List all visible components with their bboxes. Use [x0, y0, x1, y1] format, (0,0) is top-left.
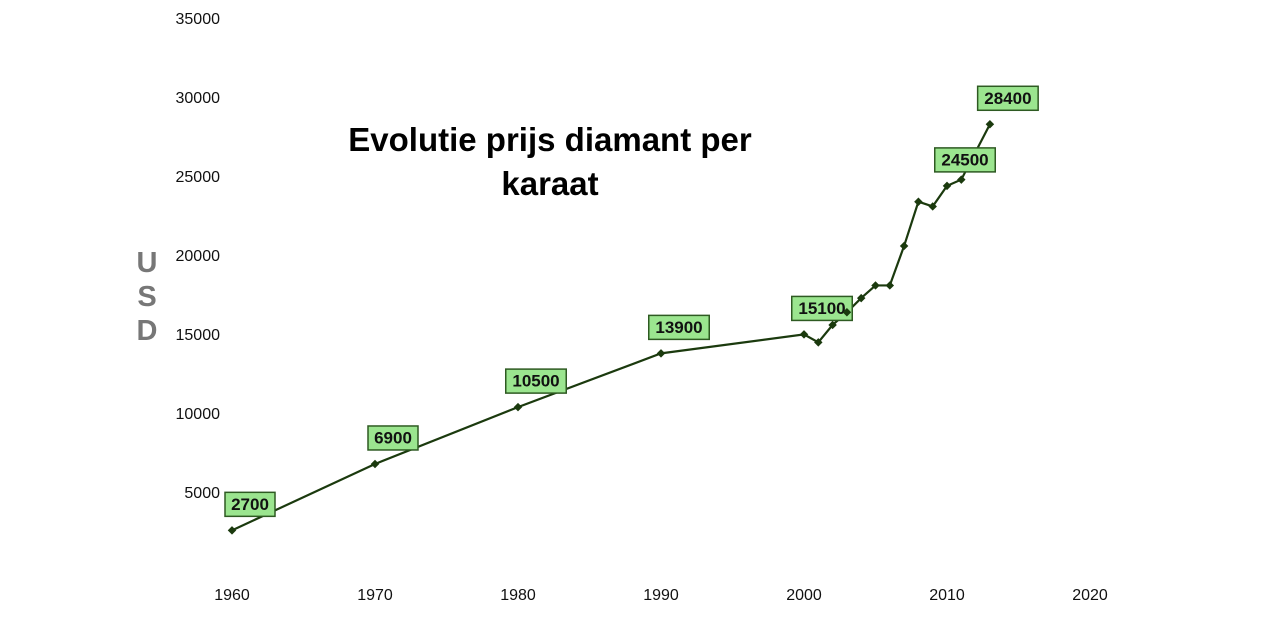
- point: [513, 402, 523, 412]
- y-tick-label: 35000: [176, 11, 221, 28]
- chart-title: Evolutie prijs diamant per karaat: [348, 121, 752, 202]
- point: [828, 320, 837, 330]
- point: [885, 281, 895, 290]
- x-tick-label: 1960: [214, 587, 250, 604]
- value-label: 28400: [984, 89, 1031, 108]
- y-tick-label: 15000: [176, 327, 221, 344]
- value-label: 10500: [512, 372, 559, 391]
- point: [842, 308, 852, 317]
- value-label: 13900: [655, 318, 702, 337]
- point: [799, 330, 809, 339]
- value-label-box: [934, 147, 996, 173]
- y-tick-label: 20000: [176, 248, 221, 265]
- value-label-box: [224, 491, 276, 518]
- x-tick-label: 2010: [929, 587, 965, 604]
- point: [957, 175, 966, 184]
- point: [370, 459, 380, 469]
- value-label-box: [791, 295, 853, 322]
- point: [914, 197, 923, 206]
- x-tick-label: 2000: [786, 587, 822, 604]
- value-label: 2700: [231, 495, 269, 514]
- value-label: 6900: [374, 428, 412, 447]
- y-tick-label: 5000: [184, 485, 220, 502]
- y-tick-label: 30000: [176, 90, 221, 107]
- value-label-box: [505, 368, 567, 394]
- point: [656, 349, 666, 358]
- point: [227, 526, 237, 535]
- point: [899, 241, 909, 251]
- point: [814, 338, 823, 347]
- y-tick-label: 25000: [176, 169, 221, 186]
- x-tick-label: 1990: [643, 587, 679, 604]
- x-tick-label: 1970: [357, 587, 393, 604]
- point: [985, 120, 995, 129]
- point: [856, 293, 866, 303]
- value-label-box: [648, 314, 710, 341]
- value-label-box: [367, 425, 419, 451]
- value-label-box: [976, 85, 1039, 112]
- y-axis-label: USD: [136, 247, 158, 347]
- x-tick-label: 2020: [1072, 587, 1108, 604]
- value-label: 15100: [798, 299, 845, 318]
- y-tick-label: 10000: [176, 406, 221, 423]
- value-label: 24500: [941, 150, 988, 169]
- point: [871, 281, 880, 290]
- x-tick-label: 1980: [500, 587, 536, 604]
